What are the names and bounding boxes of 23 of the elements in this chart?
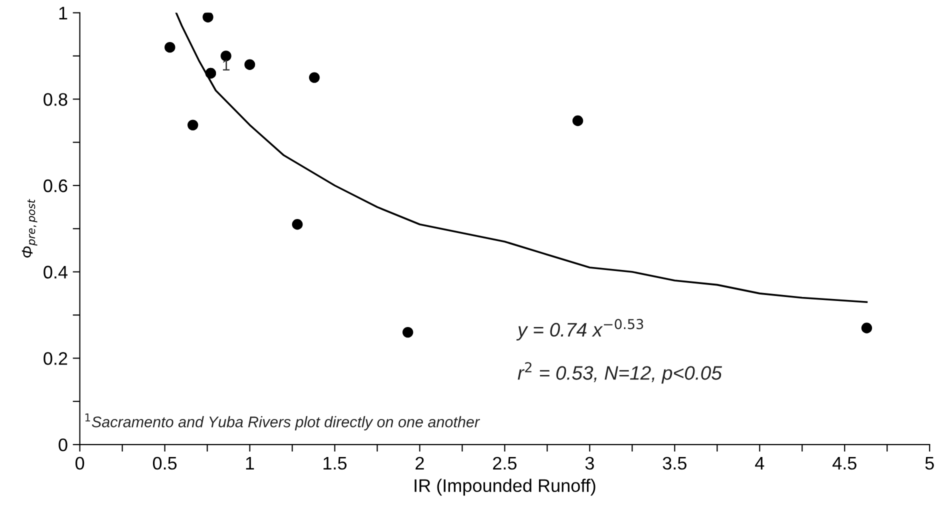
annotation: $^{1}$Sacramento and Yuba Rivers plot directly on one another bbox=[85, 414, 480, 430]
annotation: 1 bbox=[222, 60, 230, 70]
y-tick-label: 1 bbox=[59, 6, 68, 20]
x-tick-label: 1 bbox=[246, 457, 254, 470]
x-tick-label: 4 bbox=[755, 457, 764, 470]
x-tick-label: 0.5 bbox=[152, 456, 177, 470]
x-tick-label: 0 bbox=[76, 456, 84, 470]
annotation: y = 0.74 x$^{−0.53}$ bbox=[516, 318, 644, 341]
x-tick-label: 2 bbox=[416, 456, 424, 470]
y-tick-label: 0.2 bbox=[44, 352, 68, 365]
x-tick-label: 4.5 bbox=[832, 457, 856, 470]
y-tick-label: 0 bbox=[58, 438, 68, 452]
y-tick-label: 0.4 bbox=[44, 266, 68, 279]
x-tick-label: 2.5 bbox=[493, 456, 517, 470]
x-tick-label: 3 bbox=[585, 456, 594, 470]
x-tick-label: 5 bbox=[925, 457, 934, 470]
x-axis-title: IR (Impounded Runoff) bbox=[414, 478, 596, 496]
y-tick-label: 0.6 bbox=[44, 179, 68, 192]
y-tick-label: 0.8 bbox=[44, 93, 68, 106]
x-tick-label: 3.5 bbox=[662, 456, 686, 470]
y-axis-title: Φ$_{pre,post}$ bbox=[22, 198, 38, 258]
annotation: r$^{2}$ = 0.53, N=12, p<0.05 bbox=[518, 362, 722, 384]
x-tick-label: 1.5 bbox=[324, 457, 347, 470]
